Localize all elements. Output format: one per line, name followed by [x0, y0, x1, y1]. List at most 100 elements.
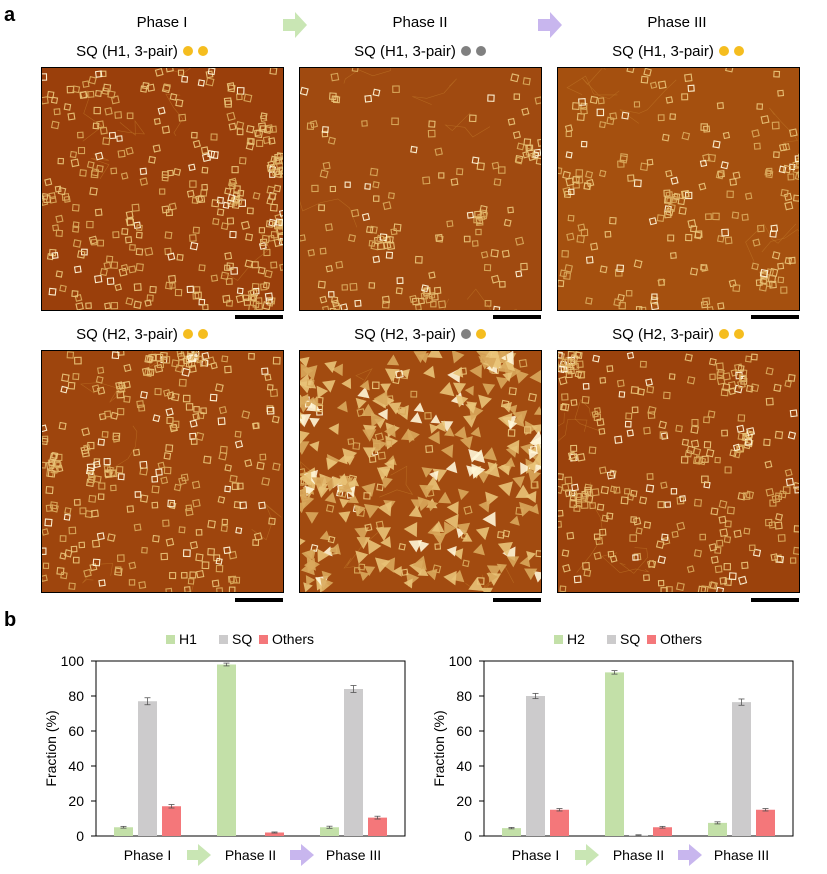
afm-strand: [745, 223, 797, 262]
afm-particle: [627, 174, 635, 182]
afm-particle: [236, 93, 243, 101]
afm-particle: [377, 451, 386, 460]
afm-particle: [750, 353, 758, 361]
afm-particle: [618, 391, 626, 398]
afm-particle: [464, 385, 474, 396]
afm-particle: [212, 217, 220, 226]
afm-particle: [689, 267, 699, 276]
afm-particle: [775, 512, 784, 521]
afm-particle: [195, 431, 205, 441]
afm-particle: [599, 121, 606, 129]
afm-particle: [364, 94, 373, 103]
afm-particle: [509, 515, 520, 526]
afm-particle: [457, 488, 470, 501]
afm-particle: [279, 263, 283, 272]
afm-particle: [693, 549, 702, 558]
afm-particle: [731, 211, 740, 219]
afm-particle: [198, 298, 206, 306]
afm-particle: [328, 423, 339, 435]
afm-strand: [566, 75, 620, 100]
afm-particle: [763, 438, 771, 447]
bar: [265, 832, 284, 836]
afm-strand: [148, 351, 162, 369]
afm-particle: [787, 431, 797, 440]
afm-particle: [446, 545, 457, 557]
afm-particle: [706, 306, 715, 310]
legend-label: H1: [179, 631, 197, 647]
bar: [368, 817, 387, 836]
afm-particle: [269, 125, 277, 133]
afm-particle: [72, 239, 82, 248]
afm-particle: [774, 430, 784, 440]
image-title: SQ (H2, 3-pair): [21, 326, 263, 343]
afm-particle: [189, 571, 197, 579]
status-dot-icon: [718, 46, 729, 56]
afm-particle: [665, 207, 674, 217]
afm-particle: [758, 282, 768, 292]
afm-particle: [391, 117, 399, 126]
afm-particle: [699, 533, 707, 541]
afm-particle: [462, 532, 473, 542]
afm-particle: [354, 299, 362, 307]
afm-particle: [705, 213, 712, 221]
afm-particle: [377, 501, 392, 517]
afm-particle: [256, 461, 265, 470]
afm-particle: [599, 376, 607, 384]
afm-particle: [59, 535, 67, 542]
afm-particle: [195, 553, 204, 562]
afm-particle: [192, 498, 201, 508]
afm-particle: [372, 88, 381, 97]
afm-particle: [562, 564, 571, 573]
afm-image-canvas: [42, 68, 283, 310]
afm-particle: [410, 499, 424, 511]
afm-particle: [482, 511, 496, 527]
afm-particle: [419, 484, 434, 499]
afm-particle: [214, 383, 224, 393]
afm-particle: [660, 533, 669, 542]
afm-particle: [303, 557, 316, 571]
afm-particle: [185, 403, 194, 411]
afm-particle: [42, 424, 48, 433]
afm-particle: [414, 255, 423, 264]
afm-particle: [72, 221, 80, 229]
afm-particle: [577, 223, 586, 232]
afm-particle: [55, 229, 64, 237]
afm-particle: [606, 512, 614, 520]
afm-particle: [201, 183, 208, 191]
afm-particle: [479, 204, 488, 214]
afm-particle: [380, 383, 391, 394]
afm-strand: [619, 547, 649, 574]
afm-particle: [42, 73, 48, 81]
afm-particle: [412, 555, 427, 571]
afm-particle: [585, 297, 593, 305]
afm-particle: [393, 223, 402, 232]
afm-particle: [42, 547, 47, 555]
arrow-right-icon: [187, 844, 211, 866]
arrow-right-icon: [678, 844, 702, 866]
afm-particle: [490, 274, 500, 284]
afm-strand: [251, 503, 282, 541]
afm-particle: [576, 360, 584, 369]
afm-particle: [417, 297, 426, 305]
afm-particle: [561, 549, 570, 557]
afm-particle: [317, 280, 326, 289]
afm-particle: [112, 435, 121, 443]
afm-particle: [681, 190, 690, 199]
afm-particle: [227, 193, 236, 203]
afm-particle: [562, 186, 572, 196]
afm-particle: [367, 539, 382, 555]
afm-particle: [508, 387, 517, 396]
afm-particle: [794, 486, 799, 494]
afm-particle: [268, 218, 277, 227]
afm-particle: [526, 550, 536, 561]
afm-particle: [722, 383, 731, 392]
image-title-text: SQ (H1, 3-pair): [354, 43, 456, 60]
afm-particle: [181, 75, 189, 83]
bar: [756, 809, 775, 836]
afm-particle: [718, 499, 728, 509]
afm-particle: [63, 103, 72, 111]
afm-particle: [240, 220, 251, 230]
afm-particle: [252, 539, 260, 546]
afm-particle: [278, 209, 283, 217]
afm-strand: [444, 298, 450, 310]
